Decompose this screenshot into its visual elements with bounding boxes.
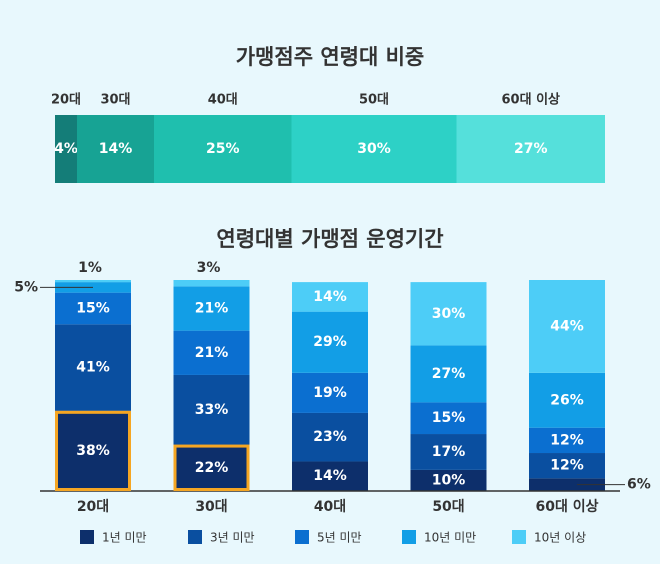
column-segment: [529, 478, 605, 491]
x-tick-label: 50대: [432, 499, 464, 515]
bar-segment: [77, 115, 154, 183]
category-label: 20대: [51, 93, 81, 108]
legend-swatch: [512, 530, 526, 544]
column-segment: [173, 444, 250, 491]
column-segment: [55, 324, 131, 411]
category-label: 50대: [359, 93, 389, 108]
value-label: 26%: [550, 392, 584, 408]
legend-swatch: [295, 530, 309, 544]
chart-title: 연령대별 가맹점 운영기간: [216, 227, 443, 251]
value-label: 12%: [550, 432, 584, 448]
legend-swatch: [188, 530, 202, 544]
value-label: 41%: [76, 360, 110, 376]
value-label: 6%: [627, 477, 651, 493]
category-label: 60대 이상: [502, 92, 561, 108]
category-label: 40대: [208, 93, 238, 108]
x-tick-label: 40대: [314, 499, 346, 515]
column-segment: [410, 345, 487, 403]
column-segment: [410, 282, 487, 346]
category-label: 30대: [100, 93, 130, 108]
value-label: 27%: [432, 366, 466, 382]
value-label: 38%: [76, 443, 110, 459]
value-label: 29%: [313, 334, 347, 350]
value-label: 5%: [14, 279, 38, 295]
column-segment: [529, 453, 605, 479]
bar-segment: [456, 115, 605, 183]
value-label: 44%: [550, 318, 584, 334]
value-label: 22%: [195, 460, 229, 476]
x-tick-label: 20대: [77, 499, 109, 515]
legend-swatch: [80, 530, 94, 544]
value-label: 23%: [313, 429, 347, 445]
legend-label: 5년 미만: [317, 531, 362, 545]
column-segment: [173, 374, 250, 445]
bar-segment: [55, 115, 77, 183]
value-label: 30%: [432, 306, 466, 322]
value-label: 21%: [195, 345, 229, 361]
value-label: 12%: [550, 458, 584, 474]
column-segment: [173, 280, 250, 287]
legend-label: 3년 미만: [210, 531, 255, 545]
x-tick-label: 60대 이상: [536, 498, 599, 515]
column-segment: [529, 280, 605, 373]
legend-swatch: [402, 530, 416, 544]
value-label: 1%: [78, 260, 102, 276]
column-segment: [292, 412, 368, 462]
column-segment: [410, 402, 487, 435]
value-label: 30%: [357, 141, 391, 157]
column-segment: [55, 292, 131, 325]
column-segment: [292, 282, 368, 312]
column-segment: [410, 434, 487, 470]
legend-label: 10년 미만: [424, 531, 476, 545]
bar-segment: [154, 115, 292, 183]
column-segment: [55, 410, 131, 491]
value-label: 17%: [432, 444, 466, 460]
value-label: 27%: [514, 141, 548, 157]
column-segment: [529, 372, 605, 428]
bar-segment: [291, 115, 457, 183]
value-label: 25%: [206, 141, 240, 157]
highlight-box: [173, 444, 250, 491]
column-segment: [173, 330, 250, 375]
x-tick-label: 30대: [195, 499, 227, 515]
value-label: 21%: [195, 300, 229, 316]
column-segment: [173, 286, 250, 331]
value-label: 33%: [195, 402, 229, 418]
chart-title: 가맹점주 연령대 비중: [236, 45, 425, 69]
column-segment: [529, 427, 605, 454]
value-label: 10%: [432, 472, 466, 488]
value-label: 15%: [76, 300, 110, 316]
highlight-box: [55, 410, 131, 492]
legend-label: 1년 미만: [102, 531, 147, 545]
value-label: 19%: [313, 385, 347, 401]
column-segment: [55, 280, 131, 283]
legend-label: 10년 이상: [534, 531, 586, 545]
column-segment: [292, 461, 368, 491]
column-segment: [292, 372, 368, 413]
value-label: 14%: [313, 468, 347, 484]
column-segment: [410, 469, 487, 491]
column-segment: [292, 311, 368, 373]
value-label: 14%: [99, 141, 133, 157]
value-label: 15%: [432, 410, 466, 426]
value-label: 4%: [54, 141, 78, 157]
value-label: 3%: [197, 260, 221, 276]
value-label: 14%: [313, 289, 347, 305]
